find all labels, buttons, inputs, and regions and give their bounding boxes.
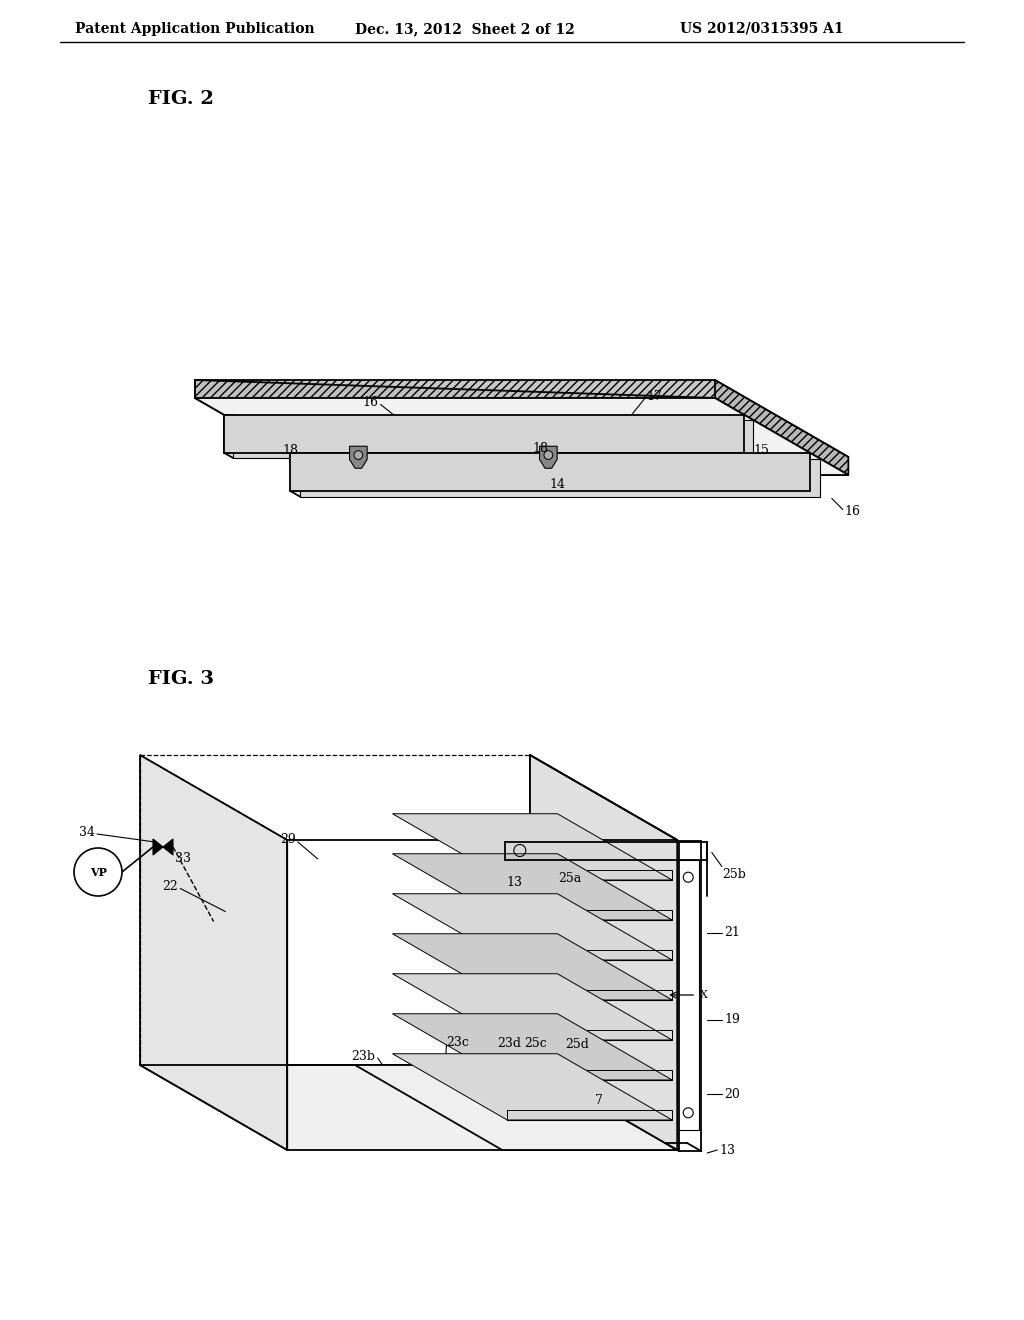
Circle shape [354, 450, 362, 459]
Text: 21: 21 [724, 927, 740, 940]
Polygon shape [195, 380, 329, 475]
Polygon shape [392, 854, 672, 920]
Polygon shape [392, 813, 672, 880]
Text: 25d: 25d [565, 1038, 589, 1051]
Text: 34: 34 [79, 825, 95, 838]
Polygon shape [233, 420, 753, 458]
Polygon shape [300, 458, 820, 496]
Text: 23d: 23d [498, 1038, 521, 1049]
Text: 7: 7 [595, 1093, 603, 1106]
Polygon shape [290, 453, 810, 491]
Polygon shape [290, 453, 810, 491]
Polygon shape [355, 1065, 677, 1150]
Text: 13: 13 [507, 875, 523, 888]
Text: 14: 14 [550, 478, 566, 491]
Text: 33: 33 [175, 851, 191, 865]
Text: 13: 13 [719, 1143, 735, 1156]
Polygon shape [163, 840, 173, 855]
Text: FIG. 3: FIG. 3 [148, 671, 214, 688]
Text: VP: VP [89, 866, 106, 878]
Text: 18: 18 [283, 444, 298, 457]
Polygon shape [195, 399, 848, 475]
Polygon shape [502, 840, 677, 1150]
Polygon shape [195, 380, 715, 399]
Polygon shape [540, 446, 557, 469]
Polygon shape [530, 755, 677, 1150]
Text: 25b: 25b [722, 869, 745, 882]
Polygon shape [392, 974, 672, 1040]
Text: Dec. 13, 2012  Sheet 2 of 12: Dec. 13, 2012 Sheet 2 of 12 [355, 22, 574, 36]
Text: 29: 29 [280, 833, 296, 846]
Polygon shape [223, 453, 753, 458]
Text: 19: 19 [724, 1014, 740, 1027]
Polygon shape [223, 414, 743, 453]
Polygon shape [392, 1014, 672, 1080]
Polygon shape [329, 457, 848, 475]
Text: 25c: 25c [524, 1036, 547, 1049]
Text: 16: 16 [362, 396, 379, 409]
Polygon shape [223, 414, 743, 453]
Text: 22: 22 [163, 880, 178, 894]
Circle shape [74, 847, 122, 896]
Polygon shape [392, 1053, 672, 1119]
Text: 23b: 23b [351, 1049, 376, 1063]
Polygon shape [349, 446, 368, 469]
Text: 16: 16 [845, 506, 861, 517]
Text: 20: 20 [724, 1088, 740, 1101]
Polygon shape [715, 380, 848, 475]
Text: Patent Application Publication: Patent Application Publication [75, 22, 314, 36]
Text: X: X [700, 990, 709, 1001]
Polygon shape [392, 933, 672, 1001]
Polygon shape [290, 491, 820, 496]
Polygon shape [195, 380, 848, 457]
Text: 17: 17 [647, 389, 663, 403]
Text: 18: 18 [532, 442, 548, 455]
Text: FIG. 2: FIG. 2 [148, 90, 214, 108]
Circle shape [544, 450, 553, 459]
Polygon shape [153, 840, 163, 855]
Polygon shape [140, 755, 287, 1150]
Text: 23c: 23c [446, 1036, 469, 1049]
Polygon shape [392, 894, 672, 960]
Polygon shape [140, 1065, 677, 1150]
Text: 25a: 25a [558, 873, 582, 886]
Text: 15: 15 [753, 445, 769, 458]
Text: US 2012/0315395 A1: US 2012/0315395 A1 [680, 22, 844, 36]
